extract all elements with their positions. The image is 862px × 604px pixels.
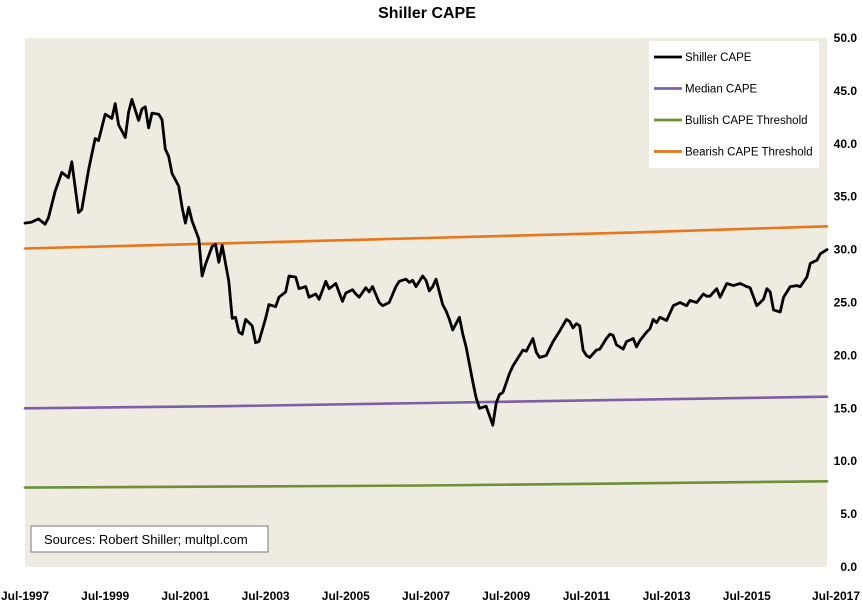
x-tick-label: Jul-2003 [242,589,290,603]
chart-title: Shiller CAPE [378,5,476,22]
x-tick-label: Jul-1999 [81,589,129,603]
y-tick-label: 30.0 [834,243,858,257]
source-box [30,525,269,553]
y-tick-label: 40.0 [834,137,858,151]
y-tick-label: 45.0 [834,84,858,98]
y-tick-label: 10.0 [834,454,858,468]
x-tick-label: Jul-2013 [643,589,691,603]
x-tick-label: Jul-1997 [1,589,49,603]
y-tick-label: 5.0 [840,507,857,521]
x-tick-label: Jul-2005 [322,589,370,603]
legend: Shiller CAPE Median CAPE Bullish CAPE Thre… [649,41,819,168]
x-tick-label: Jul-2009 [482,589,530,603]
y-tick-label: 15.0 [834,401,858,415]
x-tick-label: Jul-2017 [812,589,860,603]
x-tick-label: Jul-2015 [723,589,771,603]
x-tick-label: Jul-2001 [161,589,209,603]
series-lines [23,98,829,489]
y-tick-label: 20.0 [834,348,858,362]
x-tick-label: Jul-2007 [402,589,450,603]
series-line-median-cape [23,395,829,410]
series-line-bullish-cape-threshold [23,479,829,489]
y-axis-tick-labels: 0.0 5.0 10.0 15.0 20.0 25.0 30.0 35.0 40.0 45.0 50… [834,31,858,574]
y-tick-label: 0.0 [840,560,857,574]
y-tick-label: 50.0 [834,31,858,45]
series-line-bearish-cape-threshold [23,225,829,250]
y-tick-label: 35.0 [834,190,858,204]
x-axis-tick-labels: Jul-1997 Jul-1999 Jul-2001 Jul-2003 Jul-2005… [1,589,860,603]
legend-label-shiller-cape: Shiller CAPE [685,52,752,64]
source-text: Sources: Robert Shiller; multpl.com [44,532,248,547]
legend-items: Shiller CAPE Median CAPE Bullish CAPE Thre… [654,52,813,159]
series-line-shiller-cape [23,98,829,427]
x-tick-label: Jul-2011 [563,589,611,603]
legend-label-bullish-cape-threshold: Bullish CAPE Threshold [685,115,808,127]
legend-box [649,41,819,168]
legend-label-bearish-cape-threshold: Bearish CAPE Threshold [685,147,813,159]
legend-label-median-cape: Median CAPE [685,84,758,96]
y-tick-label: 25.0 [834,296,858,310]
source-annotation: Sources: Robert Shiller; multpl.com [30,525,269,553]
